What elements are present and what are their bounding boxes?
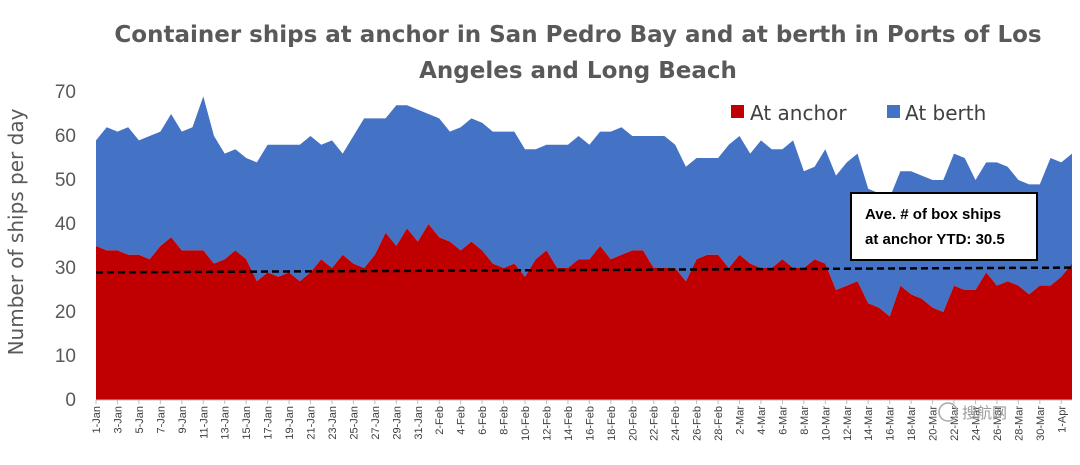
x-tick-label: 5-Jan [134, 406, 146, 434]
legend-swatch-at-berth [887, 105, 900, 118]
x-tick-label: 26-Mar [992, 406, 1004, 441]
x-tick-label: 14-Mar [863, 406, 875, 441]
y-tick-label: 0 [65, 390, 76, 411]
x-tick-label: 27-Jan [370, 406, 382, 440]
x-tick-label: 23-Jan [327, 406, 339, 440]
x-tick-label: 15-Jan [241, 406, 253, 440]
x-tick-label: 7-Jan [155, 406, 167, 434]
x-tick-label: 8-Mar [799, 406, 811, 435]
series-at-berth-area [96, 96, 1072, 317]
x-tick-label: 16-Mar [885, 406, 897, 441]
annotation-line2: at anchor YTD: 30.5 [865, 231, 1005, 248]
watermark-text: 搜航网 [962, 404, 1007, 422]
legend-label-at-anchor: At anchor [750, 101, 847, 125]
x-tick-label: 29-Jan [391, 406, 403, 440]
x-tick-label: 28-Feb [713, 406, 725, 441]
x-tick-label: 6-Feb [477, 406, 489, 435]
x-tick-label: 24-Feb [670, 406, 682, 441]
x-tick-label: 16-Feb [584, 406, 596, 441]
x-tick-label: 14-Feb [563, 406, 575, 441]
x-tick-label: 18-Mar [906, 406, 918, 441]
y-tick-label: 30 [55, 258, 76, 279]
x-tick-label: 12-Feb [542, 406, 554, 441]
x-tick-label: 2-Feb [434, 406, 446, 435]
series-at-anchor-area [96, 224, 1072, 400]
x-tick-label: 4-Feb [456, 406, 468, 435]
annotation-box: Ave. # of box ships at anchor YTD: 30.5 [850, 192, 1038, 261]
x-tick-label: 11-Jan [198, 406, 210, 439]
x-tick-label: 22-Mar [949, 406, 961, 441]
x-axis-ticks: 1-Jan 3-Jan 5-Jan 7-Jan 9-Jan 11-Jan 13-Jan 15-… [91, 400, 1068, 441]
average-trend-line [95, 266, 1073, 274]
x-tick-label: 20-Feb [627, 406, 639, 441]
y-tick-label: 40 [55, 214, 76, 235]
y-axis-label: Number of ships per day [4, 108, 28, 355]
x-tick-label: 28-Mar [1013, 406, 1025, 441]
y-axis-ticks: 0 10 20 30 40 50 60 70 [55, 82, 76, 411]
x-tick-label: 3-Jan [113, 406, 125, 434]
x-tick-label: 10-Feb [520, 406, 532, 441]
y-tick-label: 70 [55, 82, 76, 103]
x-tick-label: 18-Feb [606, 406, 618, 441]
x-tick-label: 21-Jan [306, 406, 318, 440]
watermark: 搜航网 [938, 402, 1007, 422]
x-tick-label: 1-Apr [1056, 406, 1068, 433]
x-tick-label: 1-Jan [91, 406, 103, 434]
x-tick-label: 20-Mar [928, 406, 940, 441]
x-tick-label: 26-Feb [692, 406, 704, 441]
x-tick-label: 25-Jan [348, 406, 360, 440]
watermark-logo-icon [938, 402, 958, 422]
legend-swatch-at-anchor [731, 105, 744, 118]
x-tick-label: 10-Mar [820, 406, 832, 441]
legend-label-at-berth: At berth [905, 101, 986, 125]
annotation-line1: Ave. # of box ships [865, 206, 1001, 223]
x-tick-label: 13-Jan [220, 406, 232, 440]
x-tick-label: 22-Feb [649, 406, 661, 441]
y-tick-label: 50 [55, 170, 76, 191]
chart-title-line2: Angeles and Long Beach [419, 58, 737, 84]
x-tick-label: 12-Mar [842, 406, 854, 441]
x-tick-label: 30-Mar [1035, 406, 1047, 441]
x-tick-label: 17-Jan [263, 406, 275, 440]
x-tick-label: 9-Jan [177, 406, 189, 434]
y-tick-label: 20 [55, 302, 76, 323]
y-tick-label: 10 [55, 346, 76, 367]
x-tick-label: 4-Mar [756, 406, 768, 435]
x-tick-label: 2-Mar [735, 406, 747, 435]
x-tick-label: 6-Mar [777, 406, 789, 435]
y-tick-label: 60 [55, 126, 76, 147]
legend: At anchor At berth [731, 101, 986, 125]
x-tick-label: 19-Jan [284, 406, 296, 440]
x-tick-label: 24-Mar [971, 406, 983, 441]
x-tick-label: 8-Feb [499, 406, 511, 435]
chart-title-line1: Container ships at anchor in San Pedro B… [114, 22, 1041, 48]
x-tick-label: 31-Jan [413, 406, 425, 440]
